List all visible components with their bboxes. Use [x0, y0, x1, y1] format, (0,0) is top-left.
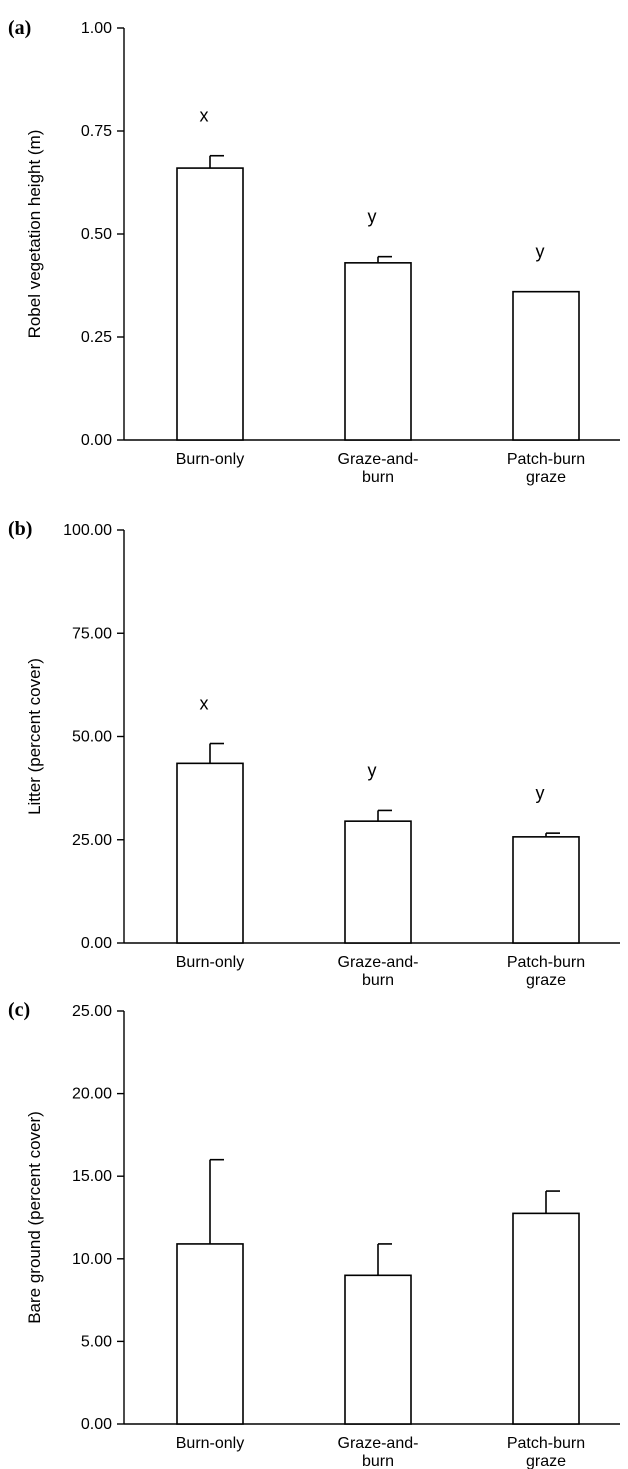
y-tick-label: 75.00	[72, 625, 112, 642]
x-category-label: graze	[526, 469, 566, 486]
y-axis-title: Litter (percent cover)	[25, 658, 44, 815]
x-category-label: Patch-burn	[507, 451, 585, 468]
y-tick-label: 0.00	[81, 432, 112, 449]
bar	[512, 1212, 580, 1425]
y-tick-label: 0.75	[81, 123, 112, 140]
significance-letter: y	[536, 242, 545, 262]
x-category-label: burn	[362, 1453, 394, 1469]
x-category-label: burn	[362, 972, 394, 989]
bar	[344, 262, 412, 441]
y-tick-label: 100.00	[63, 522, 112, 539]
y-tick-label: 0.00	[81, 1416, 112, 1433]
y-tick-label: 20.00	[72, 1086, 112, 1103]
x-category-label: Burn-only	[176, 1435, 244, 1452]
bar	[512, 836, 580, 944]
panel-label: (b)	[8, 518, 32, 540]
bar	[344, 820, 412, 944]
y-tick-label: 5.00	[81, 1333, 112, 1350]
y-tick-label: 15.00	[72, 1168, 112, 1185]
x-category-label: graze	[526, 972, 566, 989]
panel-label: (c)	[8, 999, 30, 1021]
x-category-label: Graze-and-	[338, 954, 419, 971]
x-category-label: burn	[362, 469, 394, 486]
y-tick-label: 0.50	[81, 226, 112, 243]
bar	[176, 762, 244, 944]
significance-letter: x	[200, 694, 209, 714]
y-tick-label: 10.00	[72, 1251, 112, 1268]
panel-label: (a)	[8, 17, 31, 39]
x-category-label: Burn-only	[176, 954, 244, 971]
y-tick-label: 25.00	[72, 1003, 112, 1020]
x-category-label: Patch-burn	[507, 954, 585, 971]
bar	[176, 167, 244, 441]
bar	[512, 290, 580, 441]
x-category-label: graze	[526, 1453, 566, 1469]
y-tick-label: 0.25	[81, 329, 112, 346]
bar	[344, 1274, 412, 1425]
y-axis-title: Bare ground (percent cover)	[25, 1111, 44, 1324]
bar	[176, 1243, 244, 1425]
x-category-label: Patch-burn	[507, 1435, 585, 1452]
significance-letter: x	[200, 106, 209, 126]
y-tick-label: 50.00	[72, 729, 112, 746]
x-category-label: Graze-and-	[338, 1435, 419, 1452]
y-tick-label: 1.00	[81, 20, 112, 37]
y-tick-label: 25.00	[72, 832, 112, 849]
significance-letter: y	[536, 783, 545, 803]
x-category-label: Burn-only	[176, 451, 244, 468]
x-category-label: Graze-and-	[338, 451, 419, 468]
significance-letter: y	[368, 760, 377, 780]
y-tick-label: 0.00	[81, 935, 112, 952]
significance-letter: y	[368, 207, 377, 227]
y-axis-title: Robel vegetation height (m)	[25, 130, 44, 339]
